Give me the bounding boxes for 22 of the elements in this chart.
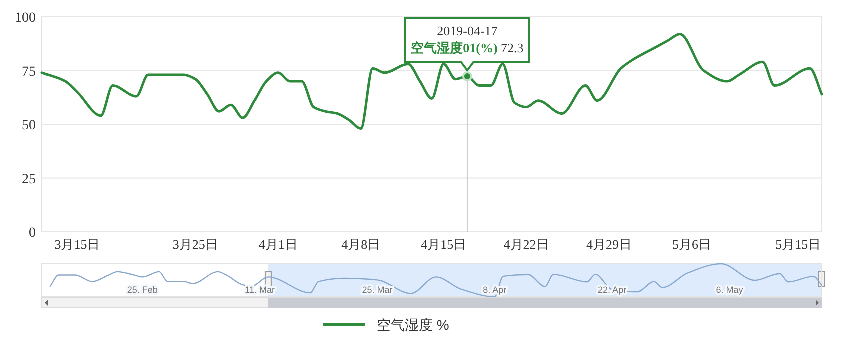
legend-label: 空气湿度 % (377, 317, 450, 333)
tooltip: 2019-04-17 空气湿度01(%) 72.3 (404, 18, 530, 72)
x-tick-label: 5月15日 (776, 237, 822, 252)
x-tick-label: 11. Mar (245, 285, 275, 295)
legend: 空气湿度 % (323, 317, 450, 333)
y-tick-label: 75 (22, 64, 36, 80)
x-tick-label: 4月1日 (258, 237, 298, 252)
x-tick-label: 5月6日 (672, 237, 712, 252)
x-tick-label: 3月25日 (172, 237, 218, 252)
x-tick-label: 25. Mar (362, 285, 393, 295)
y-tick-label: 25 (22, 172, 36, 188)
x-tick-label: 4月22日 (504, 237, 550, 252)
x-tick-label: 25. Feb (127, 285, 158, 295)
y-tick-label: 100 (15, 11, 36, 26)
x-tick-label: 3月15日 (54, 237, 100, 252)
y-tick-label: 50 (22, 118, 36, 134)
y-tick-label: 0 (29, 226, 36, 241)
annotation: 2019-04-17 空气湿度01(%) 72.3 (411, 24, 524, 56)
x-tick-label: 6. May (716, 285, 744, 295)
x-tick-label: 4月29日 (586, 237, 632, 252)
x-tick-label: 4月15日 (421, 237, 467, 252)
x-tick-label: 4月8日 (342, 237, 381, 252)
